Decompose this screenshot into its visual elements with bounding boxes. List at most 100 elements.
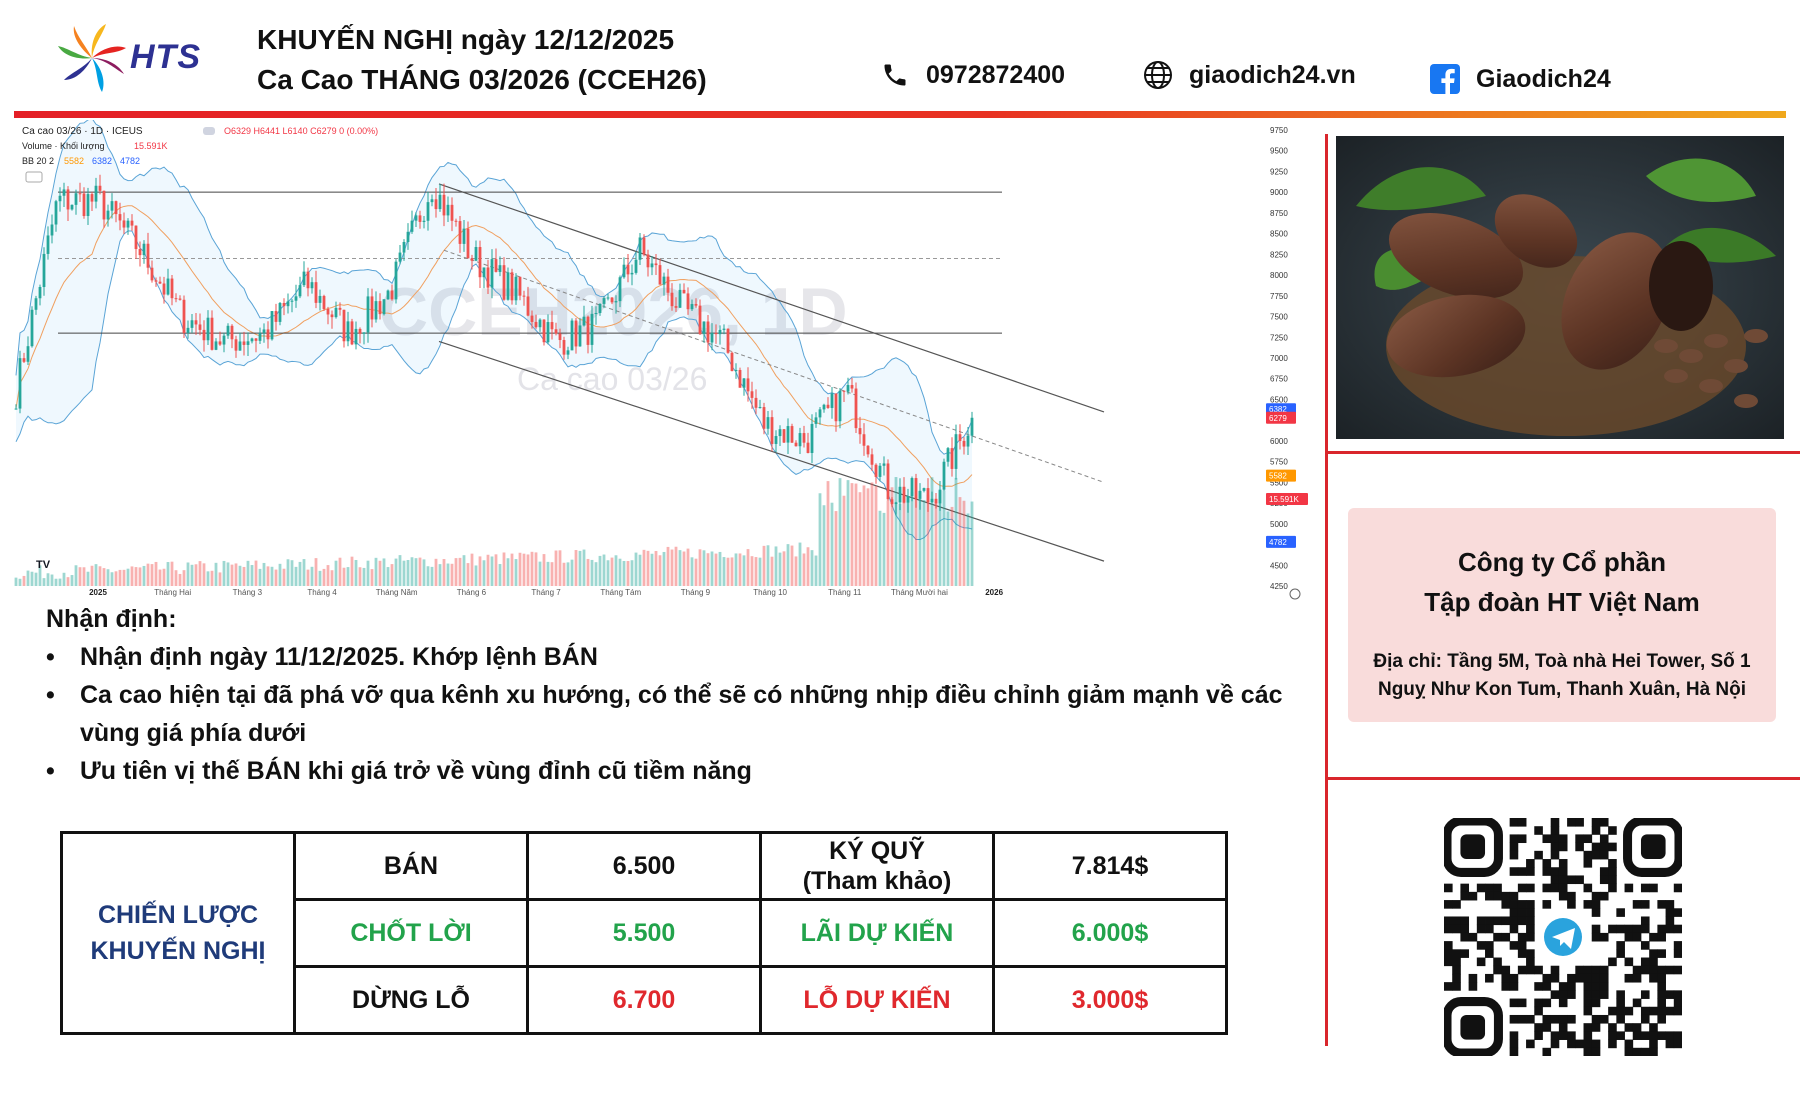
volume-bar (466, 563, 470, 586)
candle-body (338, 307, 342, 310)
volume-bar (518, 552, 522, 586)
volume-bar (218, 572, 222, 586)
volume-bar (658, 555, 662, 586)
candle-body (542, 319, 546, 343)
candle-body (850, 385, 854, 389)
volume-bar (190, 564, 194, 586)
volume-bar (742, 555, 746, 586)
candle-body (190, 320, 194, 328)
candle-body (118, 214, 122, 221)
channel-upper-line (438, 183, 1105, 413)
candle-body (522, 295, 526, 297)
website-contact[interactable]: giaodich24.vn (1141, 58, 1356, 92)
candle-body (146, 243, 150, 268)
volume-bar (254, 560, 258, 586)
candle-body (178, 298, 182, 300)
volume-bar (854, 483, 858, 586)
volume-bar (838, 478, 842, 586)
volume-bar (726, 557, 730, 586)
candle-body (386, 290, 390, 300)
candle-body (162, 283, 166, 295)
volume-bar (822, 505, 826, 586)
volume-bar (138, 567, 142, 586)
volume-bar (930, 477, 934, 586)
candle-body (38, 287, 42, 299)
volume-bar (202, 563, 206, 586)
volume-bar (890, 487, 894, 586)
candle-body (34, 298, 38, 310)
candle-body (226, 325, 230, 336)
volume-bar (486, 554, 490, 586)
company-address: Địa chỉ: Tầng 5M, Toà nhà Hei Tower, Số … (1373, 651, 1751, 700)
facebook-contact[interactable]: Giaodich24 (1428, 62, 1611, 96)
candle-body (502, 265, 506, 300)
legend-eye-icon[interactable] (203, 127, 215, 135)
volume-bar (70, 575, 74, 586)
volume-bar (662, 551, 666, 586)
volume-bar (786, 544, 790, 586)
candle-body (458, 221, 462, 244)
volume-bar (910, 491, 914, 586)
candle-body (14, 408, 18, 410)
price-tag-bg (1266, 535, 1296, 548)
volume-bar (238, 565, 242, 586)
candle-body (954, 434, 958, 469)
volume-bar (194, 564, 198, 586)
candle-body (350, 321, 354, 345)
volume-bar (126, 568, 130, 586)
candle-body (110, 201, 114, 211)
analysis-bullet: Nhận định ngày 11/12/2025. Khớp lệnh BÁN (46, 638, 1296, 676)
volume-bar (614, 555, 618, 586)
candle-body (770, 417, 774, 444)
company-name-line-2: Tập đoàn HT Việt Nam (1424, 587, 1700, 617)
facebook-icon (1428, 62, 1462, 96)
volume-bar (814, 555, 818, 586)
price-tag-label: 6279 (1269, 414, 1287, 423)
candle-body (666, 276, 670, 293)
table-row: CHỐT LỜI 5.500 LÃI DỰ KIẾN 6.000$ (62, 898, 1228, 968)
watermark-symbol: CCEH2026, 1D (379, 274, 848, 350)
volume-bar (46, 573, 50, 586)
candle-body (562, 340, 566, 355)
volume-bar (762, 545, 766, 586)
candle-body (786, 426, 790, 443)
telegram-qr-code[interactable] (1442, 816, 1684, 1058)
phone-contact[interactable]: 0972872400 (878, 58, 1065, 92)
volume-bar (582, 549, 586, 586)
bb-lower-line (15, 230, 973, 541)
candle-body (878, 465, 882, 477)
volume-bar (114, 571, 118, 586)
candle-body (270, 311, 274, 340)
phone-number: 0972872400 (926, 60, 1066, 89)
volume-bar (298, 561, 302, 586)
candle-body (794, 442, 798, 447)
volume-bar (542, 554, 546, 586)
volume-bar (162, 568, 166, 586)
analysis-section: Nhận định: Nhận định ngày 11/12/2025. Kh… (46, 600, 1296, 790)
candle-body (886, 463, 890, 500)
expected-profit-value: 6.000$ (992, 898, 1228, 968)
candle-body (658, 265, 662, 285)
candle-body (486, 267, 490, 288)
volume-bar (130, 566, 134, 586)
candle-body (618, 277, 622, 302)
volume-bar (222, 560, 226, 586)
candle-body (490, 259, 494, 288)
candle-body (438, 194, 442, 210)
candle-body (278, 303, 282, 322)
volume-bar (730, 557, 734, 586)
candle-body (46, 235, 50, 254)
candle-body (250, 338, 254, 342)
settings-icon[interactable] (1289, 588, 1301, 600)
candle-body (154, 280, 158, 282)
legend-collapse-icon[interactable] (25, 171, 43, 183)
volume-bar (858, 492, 862, 586)
volume-bar (958, 497, 962, 586)
cocoa-photo (1336, 136, 1784, 439)
volume-bar (438, 564, 442, 586)
volume-bar (634, 552, 638, 586)
volume-bar (322, 568, 326, 586)
candle-body (590, 313, 594, 345)
candle-body (322, 295, 326, 309)
volume-bar (158, 569, 162, 586)
